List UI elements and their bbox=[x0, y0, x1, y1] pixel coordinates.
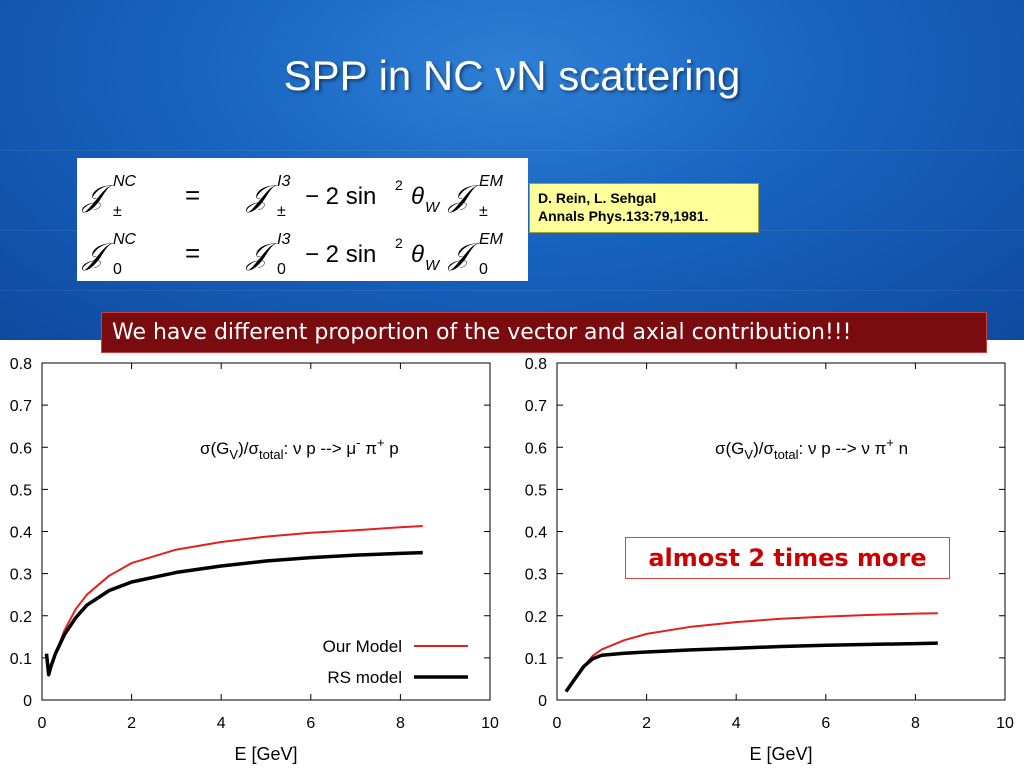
current-symbol: 𝒥 bbox=[447, 238, 480, 271]
x-axis-label: E [GeV] bbox=[749, 744, 812, 764]
comparison-callout: almost 2 times more bbox=[625, 537, 950, 579]
x-tick-label: 10 bbox=[481, 715, 499, 732]
y-tick-label: 0.4 bbox=[525, 525, 547, 542]
y-tick-label: 0.7 bbox=[525, 398, 547, 415]
y-tick-label: 0.3 bbox=[10, 567, 32, 584]
background-streak bbox=[0, 150, 1024, 151]
annotation-part: : ν p --> ν bbox=[799, 439, 870, 458]
subscript-zero: 0 bbox=[479, 261, 488, 278]
x-tick-label: 8 bbox=[911, 715, 920, 732]
y-tick-label: 0.3 bbox=[525, 567, 547, 584]
y-tick-label: 0.5 bbox=[525, 482, 547, 499]
superscript-nc: NC bbox=[113, 173, 137, 190]
x-tick-label: 0 bbox=[38, 715, 47, 732]
annotation-part: )/σ bbox=[238, 439, 259, 458]
y-tick-label: 0.8 bbox=[10, 356, 32, 373]
theta-subscript: W bbox=[425, 199, 441, 216]
superscript-em: EM bbox=[479, 231, 504, 248]
current-symbol: 𝒥 bbox=[447, 180, 480, 213]
subscript-pm: ± bbox=[479, 203, 488, 220]
y-tick-label: 0 bbox=[23, 693, 32, 710]
plot-frame bbox=[41, 362, 491, 701]
annotation-part: p bbox=[385, 439, 399, 458]
series-line bbox=[47, 525, 423, 676]
reference-authors: D. Rein, L. Sehgal bbox=[538, 190, 657, 206]
series-line bbox=[564, 641, 938, 693]
annotation-part: - bbox=[356, 435, 360, 450]
x-tick-label: 8 bbox=[396, 715, 405, 732]
superscript-em: EM bbox=[479, 173, 504, 190]
x-tick-label: 10 bbox=[996, 715, 1014, 732]
plot-frame bbox=[556, 362, 1006, 701]
x-tick-label: 2 bbox=[127, 715, 136, 732]
annotation-part: π bbox=[361, 439, 377, 458]
current-symbol: 𝒥 bbox=[81, 238, 114, 271]
y-tick-label: 0.1 bbox=[525, 651, 547, 668]
background-streak bbox=[0, 290, 1024, 291]
annotation-part: π bbox=[870, 439, 886, 458]
x-tick-label: 4 bbox=[217, 715, 226, 732]
slide-title: SPP in NC νN scattering bbox=[283, 52, 741, 99]
y-tick-label: 0 bbox=[538, 693, 547, 710]
y-tick-label: 0.5 bbox=[10, 482, 32, 499]
y-tick-label: 0.7 bbox=[10, 398, 32, 415]
square-exponent: 2 bbox=[395, 177, 403, 193]
superscript-i3: I3 bbox=[277, 173, 290, 190]
x-tick-label: 6 bbox=[821, 715, 830, 732]
y-tick-label: 0.4 bbox=[10, 525, 32, 542]
equals-sign: = bbox=[185, 238, 200, 268]
y-tick-label: 0.2 bbox=[525, 609, 547, 626]
y-tick-label: 0.6 bbox=[10, 440, 32, 457]
annotation-part: total bbox=[259, 447, 284, 462]
annotation-part: V bbox=[744, 447, 753, 462]
annotation-part: σ(G bbox=[200, 439, 229, 458]
formula-svg: 𝒥 NC ± = 𝒥 I3 ± − 2 sin 2 θ W 𝒥 EM ± 𝒥 N… bbox=[81, 173, 504, 278]
annotation-part: : ν p --> μ bbox=[284, 439, 357, 458]
minus-sin-term: − 2 sin bbox=[305, 183, 376, 210]
subscript-zero: 0 bbox=[113, 261, 122, 278]
square-exponent: 2 bbox=[395, 235, 403, 251]
annotation-part: n bbox=[894, 439, 908, 458]
theta-symbol: θ bbox=[411, 183, 424, 210]
legend-label: Our Model bbox=[323, 637, 402, 656]
subscript-pm: ± bbox=[277, 203, 286, 220]
y-tick-label: 0.8 bbox=[525, 356, 547, 373]
annotation-part: + bbox=[377, 435, 385, 450]
subscript-pm: ± bbox=[113, 203, 122, 220]
superscript-i3: I3 bbox=[277, 231, 290, 248]
subscript-zero: 0 bbox=[277, 261, 286, 278]
reference-journal: Annals Phys.133:79,1981. bbox=[538, 208, 709, 224]
current-symbol: 𝒥 bbox=[245, 238, 278, 271]
process-annotation: σ(GV)/σtotal: ν p --> μ- π+ p bbox=[200, 435, 399, 462]
superscript-nc: NC bbox=[113, 231, 137, 248]
equals-sign: = bbox=[185, 180, 200, 210]
x-tick-label: 6 bbox=[306, 715, 315, 732]
annotation-part: )/σ bbox=[753, 439, 774, 458]
y-tick-label: 0.1 bbox=[10, 651, 32, 668]
theta-subscript: W bbox=[425, 257, 441, 274]
x-tick-label: 4 bbox=[732, 715, 741, 732]
x-tick-label: 0 bbox=[553, 715, 562, 732]
reference-note: D. Rein, L. Sehgal Annals Phys.133:79,19… bbox=[529, 183, 759, 233]
theta-symbol: θ bbox=[411, 241, 424, 268]
annotation-part: total bbox=[774, 447, 799, 462]
annotation-part: σ(G bbox=[715, 439, 744, 458]
y-tick-label: 0.6 bbox=[525, 440, 547, 457]
chart-neutral-current: 0 0.1 0.2 0.3 0.4 0.5 0.6 0.7 0.8 0 2 4 6 8 10 E [GeV] σ… bbox=[525, 356, 1014, 764]
annotation-part: + bbox=[886, 435, 894, 450]
annotation-part: V bbox=[229, 447, 238, 462]
series-line bbox=[44, 550, 423, 677]
process-annotation: σ(GV)/σtotal: ν p --> ν π+ n bbox=[715, 435, 908, 462]
x-axis-label: E [GeV] bbox=[234, 744, 297, 764]
y-tick-label: 0.2 bbox=[10, 609, 32, 626]
conclusion-banner: We have different proportion of the vect… bbox=[101, 312, 987, 353]
current-symbol: 𝒥 bbox=[245, 180, 278, 213]
minus-sin-term: − 2 sin bbox=[305, 241, 376, 268]
formula-box: 𝒥 NC ± = 𝒥 I3 ± − 2 sin 2 θ W 𝒥 EM ± 𝒥 N… bbox=[77, 158, 528, 281]
chart-charged-current: 0 0.1 0.2 0.3 0.4 0.5 0.6 0.7 0.8 0 2 4 6 8 10 E [GeV] σ… bbox=[10, 356, 499, 764]
x-tick-label: 2 bbox=[642, 715, 651, 732]
current-symbol: 𝒥 bbox=[81, 180, 114, 213]
legend-label: RS model bbox=[327, 668, 402, 687]
